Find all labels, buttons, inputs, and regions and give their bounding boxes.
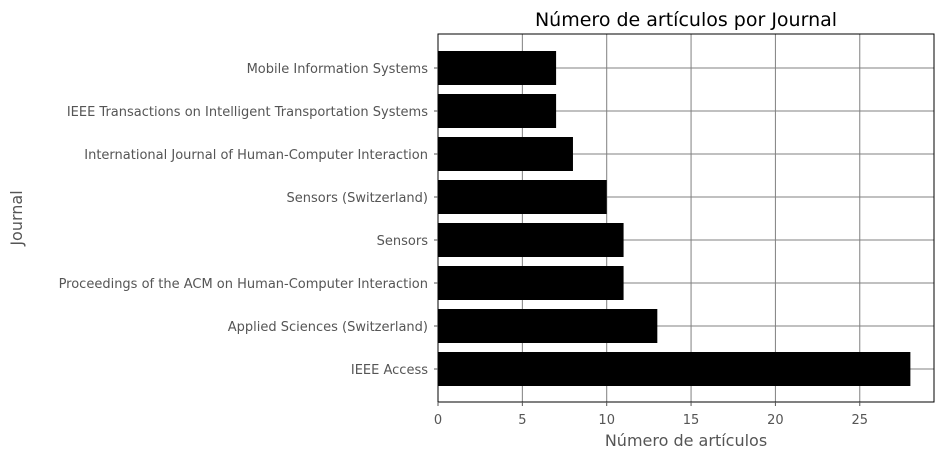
y-tick-label: Sensors (377, 234, 429, 249)
x-tick-label: 10 (598, 413, 615, 428)
y-tick-label: Sensors (Switzerland) (287, 191, 428, 206)
y-tick-label: Applied Sciences (Switzerland) (228, 320, 428, 335)
y-tick-label: IEEE Access (351, 363, 428, 378)
bar (438, 51, 557, 85)
y-tick-label: Proceedings of the ACM on Human-Computer… (59, 277, 428, 292)
x-tick-label: 15 (683, 413, 700, 428)
bar (438, 309, 658, 343)
bar (438, 137, 573, 171)
x-tick-label: 25 (851, 413, 868, 428)
x-axis-ticks: 0 5 10 15 20 25 (434, 402, 868, 428)
x-axis-label: Número de artículos (605, 431, 767, 450)
bar (438, 352, 911, 386)
bar (438, 223, 624, 257)
chart-title: Número de artículos por Journal (535, 9, 837, 31)
x-tick-label: 5 (518, 413, 526, 428)
x-tick-label: 0 (434, 413, 442, 428)
y-tick-label: IEEE Transactions on Intelligent Transpo… (67, 105, 428, 120)
bars (438, 51, 911, 386)
bar (438, 180, 607, 214)
plot-frame (437, 33, 935, 403)
y-tick-label: International Journal of Human-Computer … (84, 148, 428, 163)
y-tick-label: Mobile Information Systems (247, 62, 429, 77)
grid (437, 34, 934, 402)
x-tick-label: 20 (767, 413, 784, 428)
bar (438, 94, 557, 128)
y-axis-ticks: IEEE Access Applied Sciences (Switzerland… (59, 62, 438, 378)
bar (438, 266, 624, 300)
y-axis-label: Journal (7, 190, 26, 246)
